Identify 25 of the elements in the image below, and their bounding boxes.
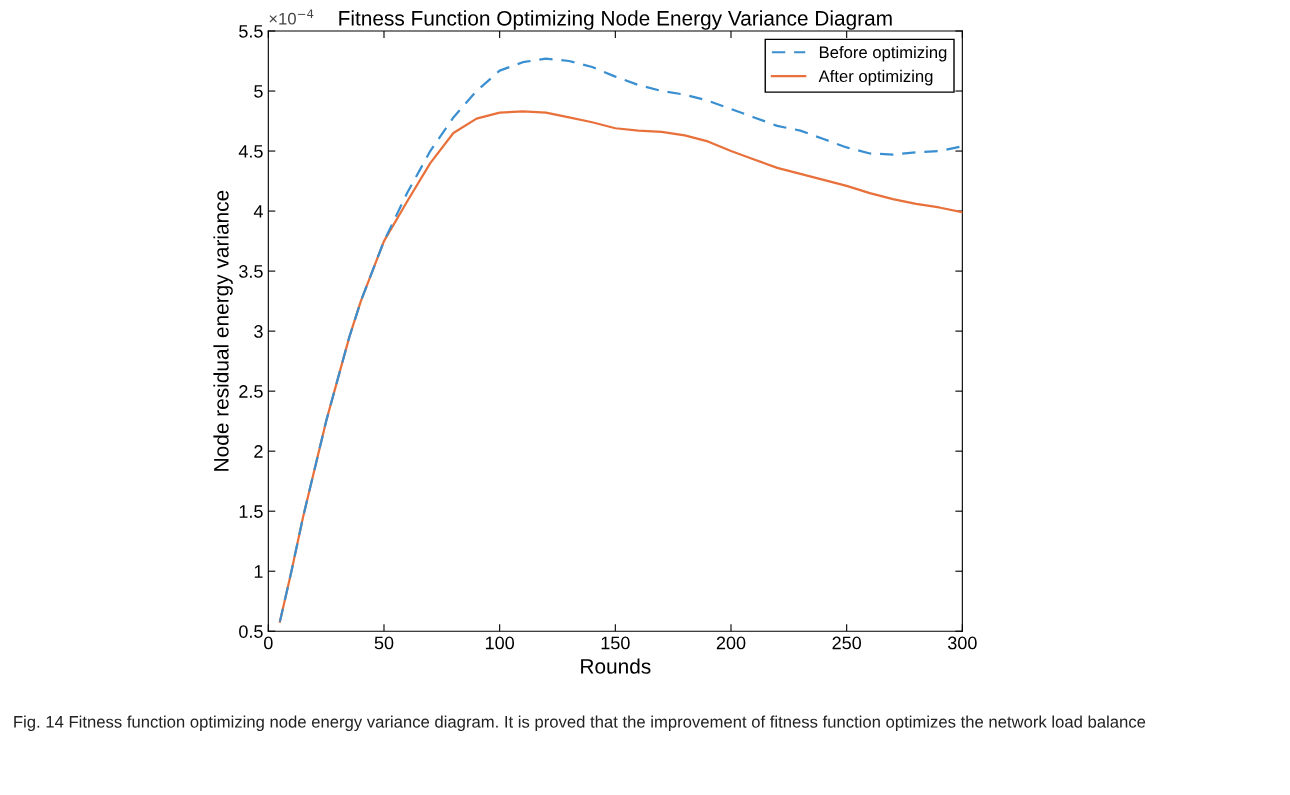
y-tick-label: 4.5	[238, 145, 263, 158]
x-tick-label: 50	[374, 636, 394, 650]
y-tick-label: 5.5	[239, 25, 263, 38]
x-axis-title: Rounds	[581, 658, 651, 674]
x-tick-label: 200	[716, 636, 746, 650]
y-tick-label: 1	[254, 565, 263, 578]
y-tick-label: 2	[254, 445, 263, 458]
chart-title: Fitness Function Optimizing Node Energy Variance Diagram	[339, 10, 892, 30]
y-axis-title: Node residual energy variance	[213, 190, 233, 471]
text: ×10$^{−4}$	[269, 9, 314, 25]
y-tick-label: 1.5	[239, 505, 263, 518]
legend-label: After optimizing	[818, 69, 933, 86]
y-tick-label: 0.5	[239, 625, 263, 638]
x-tick-label: 0	[264, 636, 273, 650]
x-tick-label: 150	[601, 636, 630, 650]
x-tick-label: 300	[947, 636, 977, 650]
y-tick-label: 5	[254, 85, 263, 98]
y-tick-label: 2.5	[239, 385, 263, 398]
legend-label: Before optimizing	[819, 46, 947, 62]
y-tick-label: 3	[254, 325, 263, 338]
caption: Fig. 14 Fitness function optimizing node energy variance diagram. It is proved that the improvement of fitness function optimizes the network load balance	[14, 715, 1146, 732]
y-tick-label: 3.5	[239, 265, 263, 278]
x-tick-label: 250	[832, 636, 862, 650]
x-tick-label: 100	[485, 636, 515, 650]
y-tick-label: 4	[253, 205, 263, 218]
